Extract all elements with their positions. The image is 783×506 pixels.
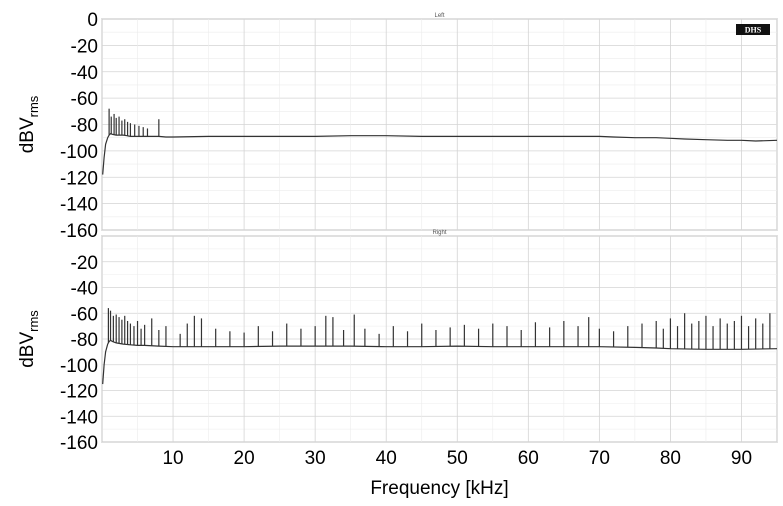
x-tick-label: 40 (376, 448, 397, 469)
y-tick-label: -160 (60, 433, 98, 454)
logo-box (736, 24, 770, 35)
y-tick-label: -160 (60, 221, 98, 242)
x-tick-label: 50 (447, 448, 468, 469)
y-tick-label: -60 (71, 89, 98, 110)
panel-right: Right -20 -40 -60 -80 -100 -120 -140 -160 dBVrms 1… (17, 230, 778, 499)
y-tick-label: -20 (71, 253, 98, 274)
x-axis-label: Frequency [kHz] (370, 478, 508, 499)
y-tick-label: -140 (60, 407, 98, 428)
x-tick-label: 90 (731, 448, 752, 469)
y-tick-label: -80 (71, 330, 98, 351)
y-tick-label: -40 (71, 279, 98, 300)
y-tick-label: -80 (71, 116, 98, 137)
dhs-logo: DHS (736, 24, 770, 35)
y-tick-label: -140 (60, 195, 98, 216)
y-tick-label: 0 (87, 10, 98, 31)
x-tick-label: 60 (518, 448, 539, 469)
x-tick-label: 30 (305, 448, 326, 469)
x-tick-label: 10 (162, 448, 183, 469)
panel-left: Left 0 -20 -40 -60 -80 -100 -120 -140 -160 dBVrms D… (17, 10, 778, 242)
y-tick-label: -120 (60, 168, 98, 189)
series-line (102, 133, 778, 175)
y-tick-label: -100 (60, 356, 98, 377)
x-tick-label: 80 (660, 448, 681, 469)
logo-text: DHS (745, 26, 762, 35)
panel-title: Left (434, 13, 444, 19)
series-line (102, 339, 778, 385)
y-tick-label: -60 (71, 304, 98, 325)
y-tick-label: -40 (71, 63, 98, 84)
y-tick-label: -100 (60, 142, 98, 163)
y-axis-label: dBVrms (17, 95, 41, 153)
y-tick-label: -120 (60, 382, 98, 403)
y-tick-label: -20 (71, 36, 98, 57)
x-tick-label: 70 (589, 448, 610, 469)
x-tick-label: 20 (234, 448, 255, 469)
y-axis-label: dBVrms (17, 310, 41, 368)
panel-title: Right (432, 230, 446, 236)
